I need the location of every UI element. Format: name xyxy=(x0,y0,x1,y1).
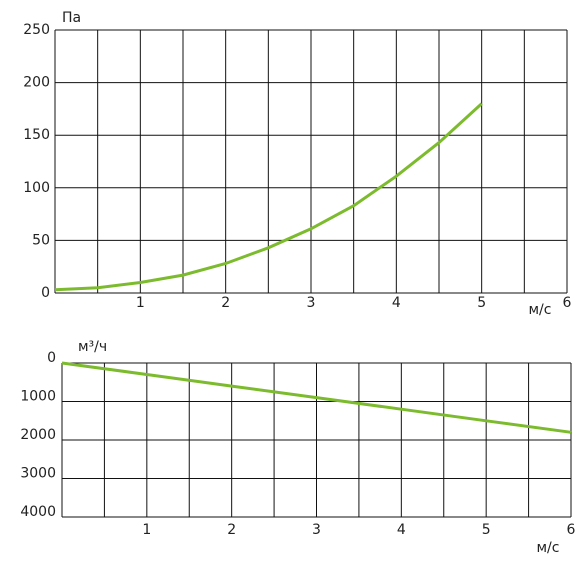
y-tick-label: 4000 xyxy=(20,504,56,520)
x-tick-label: 3 xyxy=(307,295,316,311)
y-tick-label: 250 xyxy=(23,22,50,38)
data-line xyxy=(61,361,572,434)
y-tick-label: 150 xyxy=(23,127,50,143)
y-tick-label: 2000 xyxy=(20,427,56,443)
y-tick-label: 0 xyxy=(47,350,56,366)
x-tick-label: 6 xyxy=(563,295,572,311)
x-tick-label: 4 xyxy=(392,295,401,311)
y-tick-label: 50 xyxy=(32,232,50,248)
y-tick-label: 200 xyxy=(23,75,50,91)
x-tick-label: 5 xyxy=(482,522,491,538)
x-tick-label: 2 xyxy=(227,522,236,538)
x-tick-label: 6 xyxy=(567,522,576,538)
data-line xyxy=(54,102,483,292)
y-axis-label: Па xyxy=(62,10,81,26)
y-tick-label: 1000 xyxy=(20,389,56,405)
x-tick-label: 1 xyxy=(136,295,145,311)
x-tick-label: 2 xyxy=(221,295,230,311)
y-tick-label: 100 xyxy=(23,180,50,196)
x-axis-label: м/с xyxy=(529,302,552,318)
x-axis-label: м/с xyxy=(537,540,560,556)
x-tick-label: 5 xyxy=(477,295,486,311)
x-tick-label: 1 xyxy=(142,522,151,538)
y-tick-label: 0 xyxy=(41,285,50,301)
y-tick-label: 3000 xyxy=(20,466,56,482)
x-tick-label: 4 xyxy=(397,522,406,538)
x-tick-label: 3 xyxy=(312,522,321,538)
y-axis-label: м³/ч xyxy=(78,339,107,355)
